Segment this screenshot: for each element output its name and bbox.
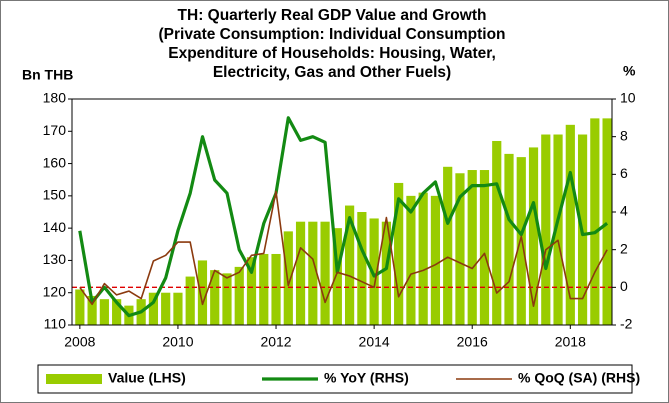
bar [504,153,514,325]
y-tick-label: 110 [44,316,67,332]
bar [112,299,122,325]
y2-tick-label: 2 [620,240,628,256]
bar [394,182,404,325]
legend-label: % QoQ (SA) (RHS) [518,370,640,386]
bar [553,134,563,325]
bar [357,212,367,325]
x-tick-label: 2014 [359,334,390,350]
bar [87,295,97,325]
bar [516,157,526,325]
y2-tick-label: 10 [620,90,636,106]
bar [381,221,391,325]
bar [320,221,330,325]
bar [590,118,600,325]
y-tick-label: 170 [43,122,67,138]
plot-frame [71,98,613,326]
bar [185,276,195,325]
bar [271,253,281,325]
bar [479,170,490,325]
legend-swatch [46,374,102,384]
bar [430,195,441,325]
bar [541,134,551,325]
bar [492,140,502,325]
y-tick-label: 180 [43,90,67,106]
x-tick-label: 2016 [457,334,488,350]
bar [332,228,342,325]
line-series [78,116,609,318]
x-tick-label: 2010 [162,334,193,350]
bar [197,260,208,325]
legend-label: % YoY (RHS) [324,370,409,386]
bar [443,166,453,325]
bar [99,299,109,325]
y2-tick-label: 0 [620,278,628,294]
y2-tick-label: -2 [620,316,633,332]
legend-box [37,364,633,394]
bar [528,147,539,325]
bar [602,118,612,325]
bar [295,221,306,325]
x-tick-label: 2018 [555,334,586,350]
y2-axis-label: % [623,63,636,79]
bar [565,124,575,325]
bar [283,231,293,325]
bar [161,292,171,325]
bar [369,218,379,325]
y-tick-label: 120 [43,283,67,299]
y-tick-label: 130 [43,251,67,267]
bar [234,266,244,325]
bar [246,257,257,325]
y-tick-label: 140 [43,219,67,235]
bar [418,192,428,325]
bar [455,173,465,325]
bar [148,292,159,325]
bar [259,253,269,325]
y-axis-label: Bn THB [22,67,73,83]
bar [345,205,355,325]
y-tick-label: 160 [43,154,67,170]
y-tick-label: 150 [43,187,67,203]
bar [308,221,318,325]
bar [210,270,220,325]
y2-tick-label: 8 [620,127,628,143]
chart-title: TH: Quarterly Real GDP Value and Growth [178,7,487,24]
line-series [79,190,608,307]
y2-tick-label: 6 [620,165,628,181]
bar [467,170,477,325]
chart-title: Electricity, Gas and Other Fuels) [213,64,451,81]
bar [222,273,232,325]
x-tick-label: 2008 [64,334,95,350]
y2-tick-label: 4 [620,203,628,219]
chart-title: (Private Consumption: Individual Consump… [158,26,505,43]
bar [173,292,183,325]
x-tick-label: 2012 [260,334,291,350]
chart-title: Expenditure of Households: Housing, Wate… [168,45,496,62]
bar [75,289,85,325]
legend-label: Value (LHS) [108,370,186,386]
bar [406,195,416,325]
